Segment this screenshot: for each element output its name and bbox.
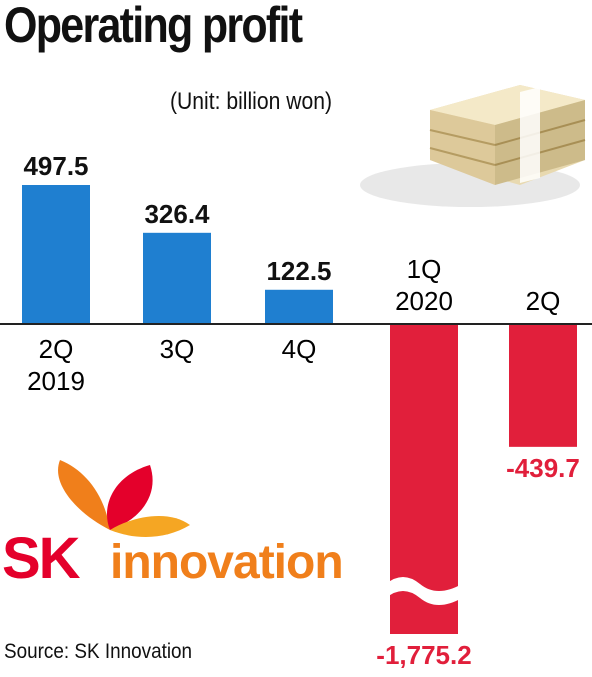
bar-2 [265,289,333,324]
value-label-2: 122.5 [266,256,331,286]
unit-label: (Unit: billion won) [170,88,332,115]
money-stack-icon [360,85,586,207]
butterfly-logo-icon [58,460,190,537]
source-note: Source: SK Innovation [4,640,193,663]
logo-innovation-text: innovation [110,536,344,589]
bar-0 [22,185,90,324]
sk-innovation-logo: SK innovation [0,455,380,595]
category-label-4: 2Q [526,286,561,316]
value-label-3: -1,775.2 [376,640,471,670]
category-label-3: 1Q 2020 [395,254,453,316]
logo-sk-text: SK [2,526,81,591]
value-label-4: -439.7 [506,453,580,483]
value-label-0: 497.5 [23,151,88,181]
category-label-1: 3Q [160,334,195,364]
bar-4 [509,324,577,447]
axis-break-mark [386,577,462,605]
category-label-2: 4Q [282,334,317,364]
value-label-1: 326.4 [144,199,210,229]
category-label-0: 2Q 2019 [27,334,85,396]
chart-title: Operating profit [4,0,303,53]
bar-1 [143,232,211,324]
